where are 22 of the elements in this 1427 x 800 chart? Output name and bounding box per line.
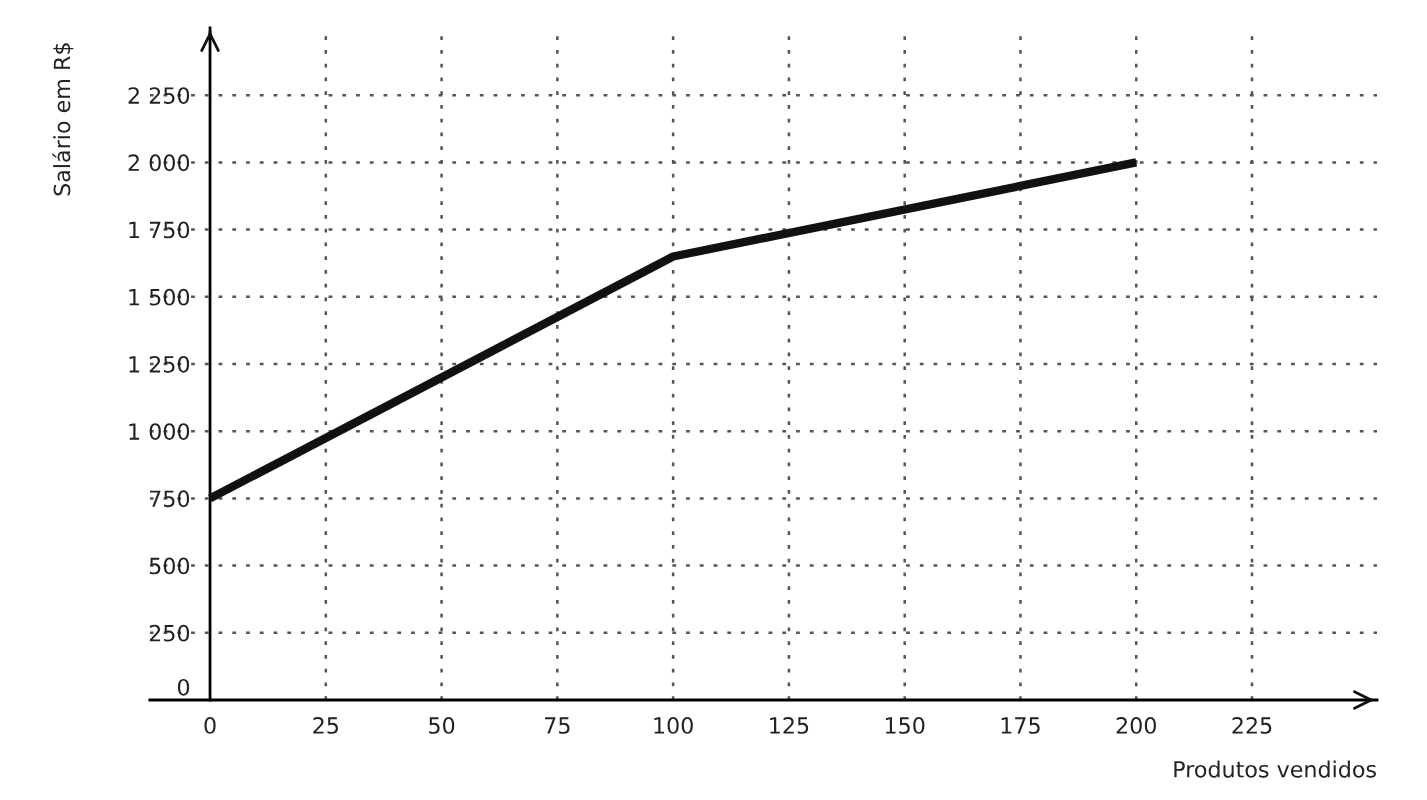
x-tick-label: 0: [204, 717, 216, 734]
x-tick-label: 150: [885, 717, 925, 734]
x-tick-label: 75: [545, 717, 570, 734]
y-tick-label: 500: [149, 557, 190, 575]
y-tick-label: 1 250: [129, 355, 190, 373]
x-tick-label: 100: [654, 717, 693, 734]
y-tick-label: 2 250: [128, 87, 190, 104]
x-tick-label: 125: [770, 717, 809, 734]
y-tick-label: 2 000: [128, 154, 190, 172]
x-tick-label: 175: [1001, 717, 1040, 734]
y-tick-label: 0: [177, 678, 190, 696]
x-tick-label: 50: [429, 717, 455, 734]
y-tick-label: 1 000: [129, 423, 190, 440]
y-tick-label: 750: [150, 490, 190, 508]
y-axis-title: Salário em R$: [52, 43, 74, 196]
y-tick-label: 1 500: [129, 288, 190, 306]
x-tick-label: 25: [313, 717, 339, 734]
y-tick-label: 250: [149, 624, 190, 642]
y-tick-label: 1 750: [129, 221, 190, 239]
x-axis-title: Produtos vendidos: [1174, 760, 1376, 778]
x-tick-label: 200: [1116, 717, 1156, 734]
x-tick-label: 225: [1232, 717, 1272, 734]
